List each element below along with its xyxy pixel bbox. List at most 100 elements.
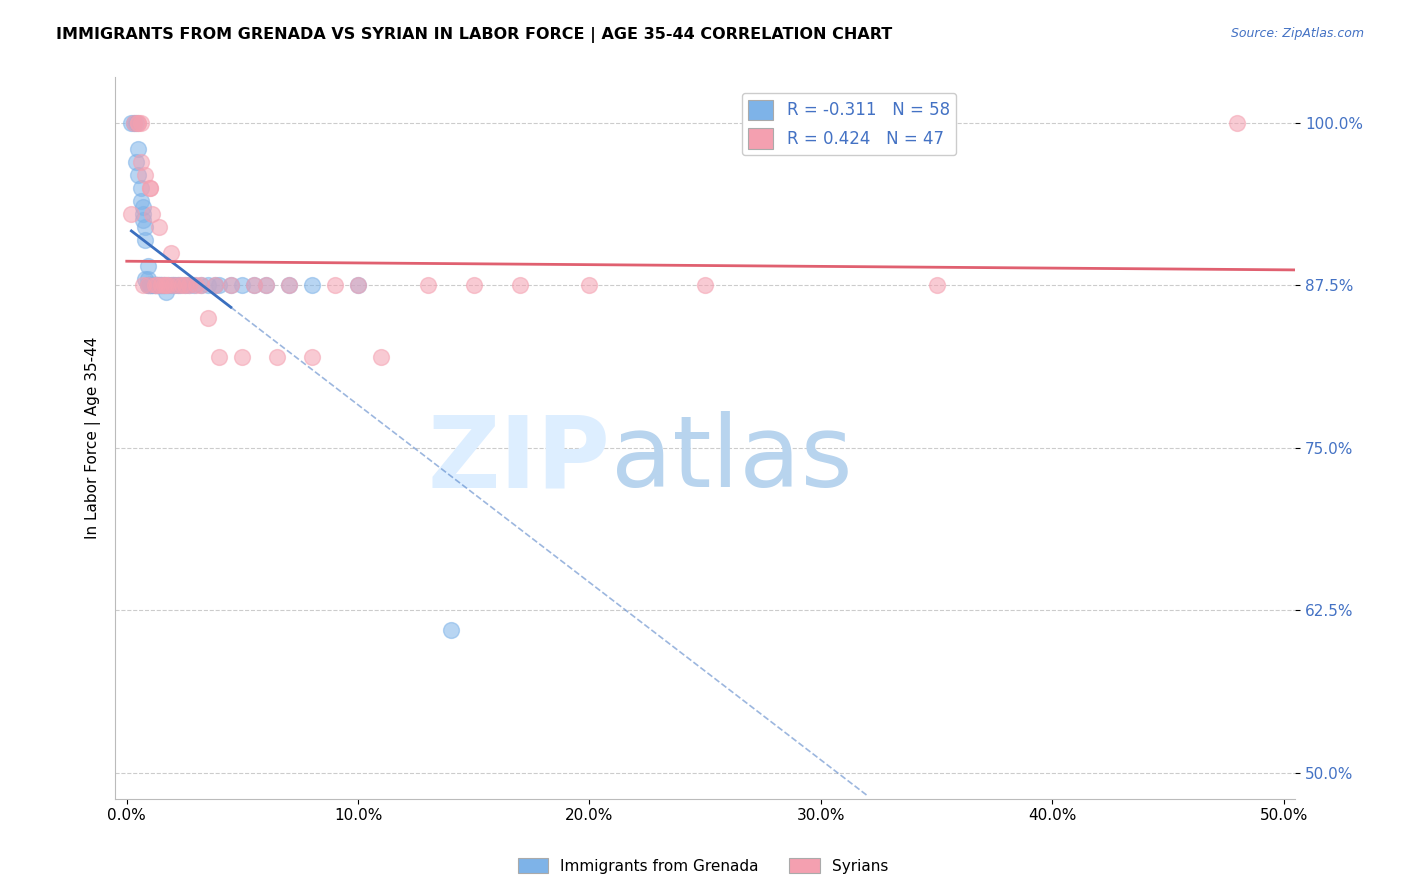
Point: [219, 278, 242, 293]
Point: [157, 278, 180, 293]
Point: [277, 278, 299, 293]
Point: [183, 278, 205, 293]
Point: [127, 116, 149, 130]
Point: [141, 278, 163, 293]
Point: [134, 272, 156, 286]
Point: [166, 278, 188, 293]
Point: [141, 278, 163, 293]
Point: [204, 278, 226, 293]
Point: [155, 285, 177, 299]
Point: [169, 278, 191, 293]
Point: [301, 278, 323, 293]
Point: [139, 278, 162, 293]
Legend: Immigrants from Grenada, Syrians: Immigrants from Grenada, Syrians: [512, 852, 894, 880]
Point: [157, 278, 180, 293]
Point: [125, 116, 148, 130]
Text: IMMIGRANTS FROM GRENADA VS SYRIAN IN LABOR FORCE | AGE 35-44 CORRELATION CHART: IMMIGRANTS FROM GRENADA VS SYRIAN IN LAB…: [56, 27, 893, 43]
Point: [136, 278, 159, 293]
Point: [179, 278, 201, 293]
Point: [136, 272, 159, 286]
Point: [243, 278, 266, 293]
Point: [134, 168, 156, 182]
Point: [231, 278, 253, 293]
Point: [120, 207, 142, 221]
Point: [143, 278, 166, 293]
Point: [120, 116, 142, 130]
Point: [139, 278, 162, 293]
Point: [136, 278, 159, 293]
Point: [132, 207, 155, 221]
Point: [129, 194, 152, 208]
Point: [148, 278, 170, 293]
Point: [323, 278, 346, 293]
Point: [129, 155, 152, 169]
Point: [127, 168, 149, 182]
Point: [146, 278, 169, 293]
Point: [132, 201, 155, 215]
Point: [122, 116, 145, 130]
Point: [132, 278, 155, 293]
Point: [155, 278, 177, 293]
Point: [134, 219, 156, 234]
Point: [173, 278, 195, 293]
Point: [143, 278, 166, 293]
Point: [125, 155, 148, 169]
Point: [141, 278, 163, 293]
Point: [146, 278, 169, 293]
Legend: R = -0.311   N = 58, R = 0.424   N = 47: R = -0.311 N = 58, R = 0.424 N = 47: [741, 93, 956, 155]
Point: [463, 278, 485, 293]
Point: [152, 278, 174, 293]
Point: [141, 207, 163, 221]
Point: [129, 181, 152, 195]
Point: [139, 181, 162, 195]
Point: [143, 278, 166, 293]
Point: [139, 181, 162, 195]
Point: [159, 246, 181, 260]
Point: [695, 278, 717, 293]
Point: [266, 350, 288, 364]
Point: [139, 278, 162, 293]
Point: [370, 350, 392, 364]
Point: [162, 278, 184, 293]
Point: [146, 278, 169, 293]
Point: [143, 278, 166, 293]
Point: [122, 116, 145, 130]
Point: [197, 310, 219, 325]
Point: [159, 278, 181, 293]
Text: Source: ZipAtlas.com: Source: ZipAtlas.com: [1230, 27, 1364, 40]
Point: [208, 350, 231, 364]
Point: [146, 278, 169, 293]
Point: [127, 142, 149, 156]
Point: [150, 278, 173, 293]
Y-axis label: In Labor Force | Age 35-44: In Labor Force | Age 35-44: [86, 337, 101, 540]
Point: [132, 213, 155, 227]
Point: [129, 116, 152, 130]
Point: [134, 233, 156, 247]
Text: ZIP: ZIP: [427, 411, 610, 508]
Point: [162, 278, 184, 293]
Point: [166, 278, 188, 293]
Point: [219, 278, 242, 293]
Point: [301, 350, 323, 364]
Point: [150, 278, 173, 293]
Point: [136, 278, 159, 293]
Point: [440, 623, 463, 637]
Point: [190, 278, 212, 293]
Point: [173, 278, 195, 293]
Point: [243, 278, 266, 293]
Point: [204, 278, 226, 293]
Point: [148, 219, 170, 234]
Point: [925, 278, 948, 293]
Point: [509, 278, 531, 293]
Text: atlas: atlas: [610, 411, 852, 508]
Point: [127, 116, 149, 130]
Point: [254, 278, 277, 293]
Point: [578, 278, 600, 293]
Point: [150, 278, 173, 293]
Point: [152, 278, 174, 293]
Point: [347, 278, 370, 293]
Point: [231, 350, 253, 364]
Point: [277, 278, 299, 293]
Point: [197, 278, 219, 293]
Point: [416, 278, 439, 293]
